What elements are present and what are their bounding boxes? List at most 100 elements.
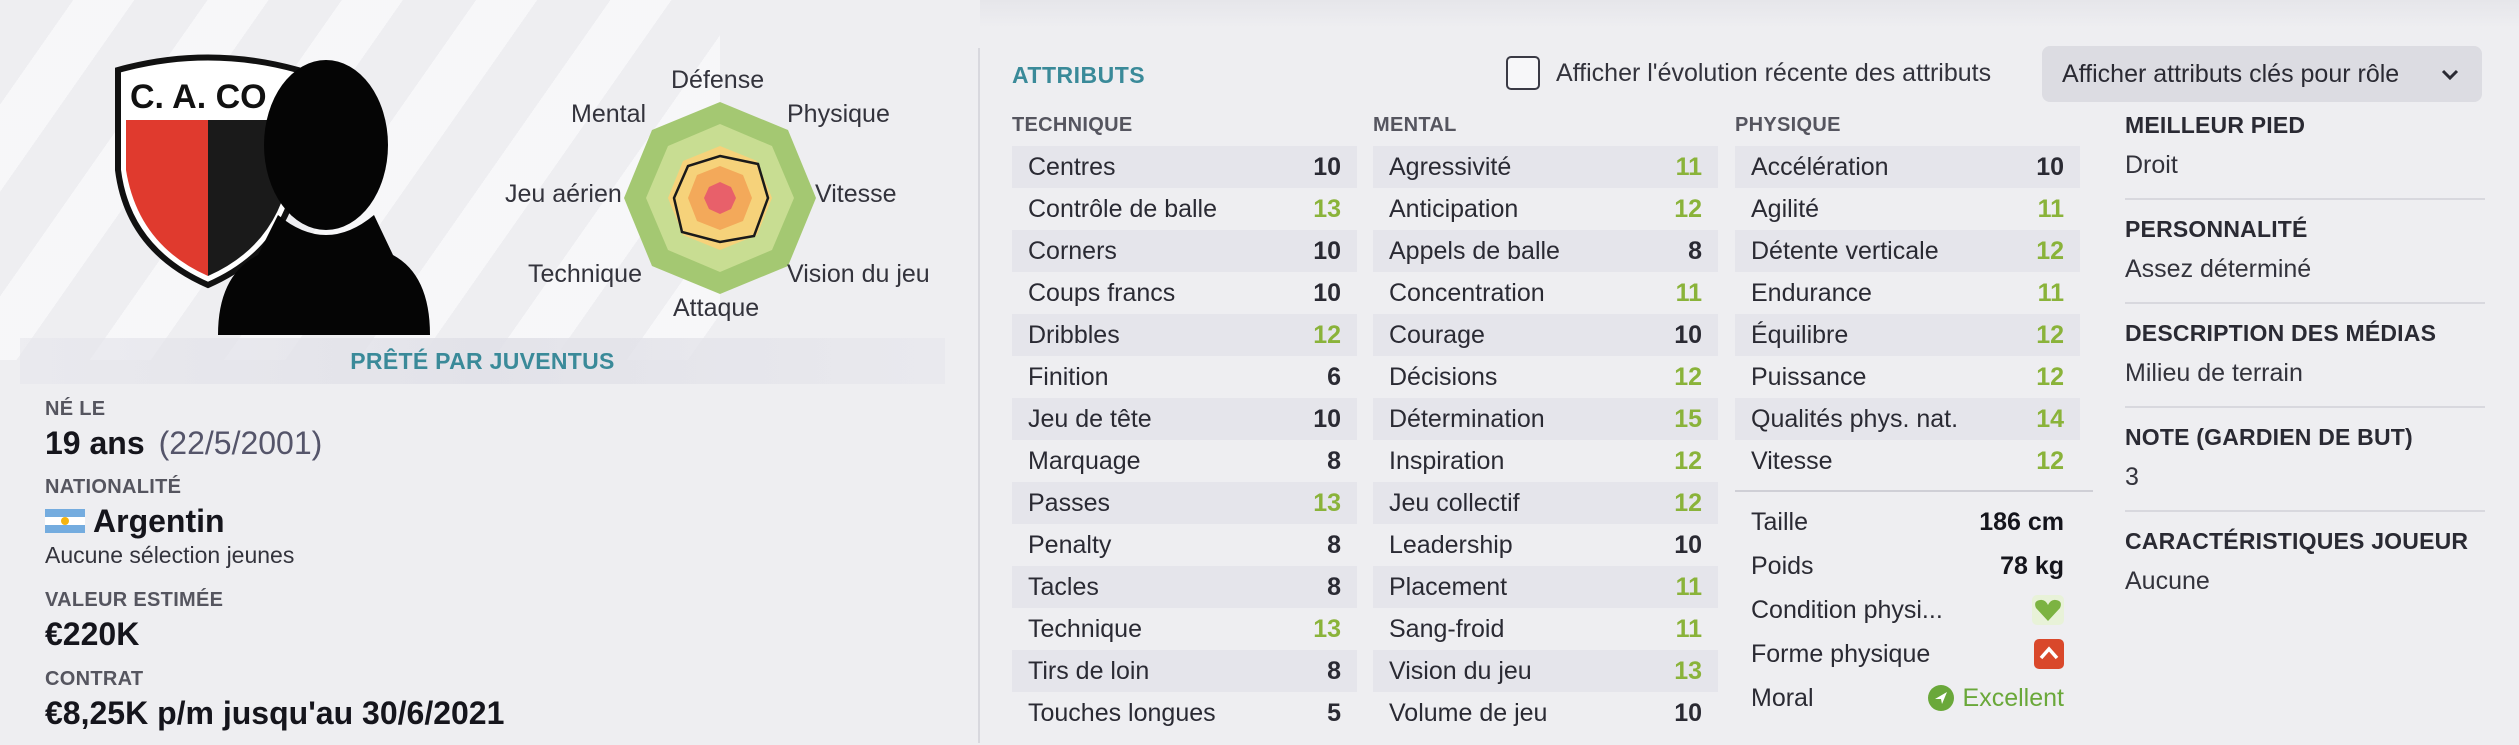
attribute-row[interactable]: Placement 11 <box>1373 566 1718 608</box>
attribute-row[interactable]: Endurance 11 <box>1735 272 2080 314</box>
chevron-down-icon[interactable] <box>2438 62 2462 86</box>
nationality-value[interactable]: Argentin <box>93 503 225 539</box>
attribute-row[interactable]: Centres 10 <box>1012 146 1357 188</box>
attribute-row[interactable]: Volume de jeu 10 <box>1373 692 1718 734</box>
attribute-evolution-toggle[interactable]: Afficher l'évolution récente des attribu… <box>1506 56 1991 90</box>
attribute-name: Leadership <box>1389 530 1513 559</box>
attribute-row[interactable]: Qualités phys. nat. 14 <box>1735 398 2080 440</box>
attribute-row[interactable]: Contrôle de balle 13 <box>1012 188 1357 230</box>
morale-row[interactable]: Moral Excellent <box>1735 676 2080 720</box>
attribute-row[interactable]: Passes 13 <box>1012 482 1357 524</box>
mental-list: Agressivité 11 Anticipation 12 Appels de bal… <box>1373 146 1718 734</box>
attribute-value: 13 <box>1674 656 1702 685</box>
personality-value[interactable]: Assez déterminé <box>2125 255 2312 283</box>
attribute-value: 15 <box>1674 404 1702 433</box>
condition-row[interactable]: Condition physi... <box>1735 588 2080 632</box>
height-row: Taille 186 cm <box>1735 500 2080 544</box>
attribute-value: 10 <box>1313 278 1341 307</box>
form-row[interactable]: Forme physique <box>1735 632 2080 676</box>
evolution-toggle-label[interactable]: Afficher l'évolution récente des attribu… <box>1556 58 1992 87</box>
attribute-row[interactable]: Inspiration 12 <box>1373 440 1718 482</box>
attribute-row[interactable]: Appels de balle 8 <box>1373 230 1718 272</box>
attribute-name: Agressivité <box>1389 152 1512 181</box>
attribute-name: Contrôle de balle <box>1028 194 1218 223</box>
best-foot-value: Droit <box>2125 151 2178 179</box>
attribute-row[interactable]: Sang-froid 11 <box>1373 608 1718 650</box>
attribute-name: Volume de jeu <box>1389 698 1548 727</box>
morale-value: Excellent <box>1962 683 2064 712</box>
attribute-value: 10 <box>1674 320 1702 349</box>
attribute-row[interactable]: Jeu de tête 10 <box>1012 398 1357 440</box>
attribute-value: 10 <box>2036 152 2064 181</box>
youth-caps: Aucune sélection jeunes <box>45 542 295 568</box>
attribute-row[interactable]: Anticipation 12 <box>1373 188 1718 230</box>
attribute-row[interactable]: Tirs de loin 8 <box>1012 650 1357 692</box>
attribute-row[interactable]: Finition 6 <box>1012 356 1357 398</box>
condition-label: Condition physi... <box>1751 595 1943 624</box>
attribute-row[interactable]: Corners 10 <box>1012 230 1357 272</box>
attribute-row[interactable]: Leadership 10 <box>1373 524 1718 566</box>
attribute-row[interactable]: Concentration 11 <box>1373 272 1718 314</box>
radar-label-attaque: Attaque <box>673 294 760 322</box>
role-dropdown-label[interactable]: Afficher attributs clés pour rôle <box>2062 59 2400 88</box>
attribute-row[interactable]: Vitesse 12 <box>1735 440 2080 482</box>
attribute-name: Jeu collectif <box>1389 488 1520 517</box>
media-description: DESCRIPTION DES MÉDIAS Milieu de terrain <box>2125 320 2485 408</box>
attribute-name: Finition <box>1028 362 1109 391</box>
attribute-row[interactable]: Technique 13 <box>1012 608 1357 650</box>
attribute-row[interactable]: Agilité 11 <box>1735 188 2080 230</box>
morale-icon <box>1927 685 1954 711</box>
loan-banner-text[interactable]: PRÊTÉ PAR JUVENTUS <box>350 347 615 374</box>
attribute-row[interactable]: Penalty 8 <box>1012 524 1357 566</box>
dob-value: (22/5/2001) <box>158 425 323 461</box>
attribute-name: Agilité <box>1751 194 1820 223</box>
attribute-row[interactable]: Agressivité 11 <box>1373 146 1718 188</box>
physique-header: PHYSIQUE <box>1735 114 1841 136</box>
player-side-info: MEILLEUR PIED Droit PERSONNALITÉ Assez d… <box>2125 112 2485 630</box>
argentina-flag-icon <box>45 508 85 533</box>
personality-label: PERSONNALITÉ <box>2125 216 2308 242</box>
attribute-row[interactable]: Détermination 15 <box>1373 398 1718 440</box>
attribute-row[interactable]: Coups francs 10 <box>1012 272 1357 314</box>
attribute-row[interactable]: Décisions 12 <box>1373 356 1718 398</box>
role-key-attributes-dropdown[interactable]: Afficher attributs clés pour rôle <box>2042 46 2482 102</box>
radar-label-jeu-aerien: Jeu aérien <box>505 180 622 208</box>
nationality-label: NATIONALITÉ <box>45 476 182 498</box>
attribute-value: 8 <box>1688 236 1702 265</box>
attribute-name: Jeu de tête <box>1028 404 1152 433</box>
born-label: NÉ LE <box>45 398 106 420</box>
attribute-name: Placement <box>1389 572 1508 601</box>
attribute-name: Décisions <box>1389 362 1498 391</box>
attribute-name: Courage <box>1389 320 1485 349</box>
attribute-row[interactable]: Équilibre 12 <box>1735 314 2080 356</box>
attribute-row[interactable]: Jeu collectif 12 <box>1373 482 1718 524</box>
attribute-row[interactable]: Détente verticale 12 <box>1735 230 2080 272</box>
attribute-value: 8 <box>1327 446 1341 475</box>
attribute-row[interactable]: Tacles 8 <box>1012 566 1357 608</box>
attribute-row[interactable]: Touches longues 5 <box>1012 692 1357 734</box>
radar-label-defense: Défense <box>671 66 765 94</box>
contract-label: CONTRAT <box>45 668 144 690</box>
attribute-name: Tacles <box>1028 572 1099 601</box>
attribute-value: 12 <box>2036 446 2064 475</box>
evolution-checkbox[interactable] <box>1506 56 1540 90</box>
vertical-divider <box>978 48 980 743</box>
attribute-row[interactable]: Puissance 12 <box>1735 356 2080 398</box>
attribute-name: Corners <box>1028 236 1117 265</box>
attribute-row[interactable]: Dribbles 12 <box>1012 314 1357 356</box>
attribute-row[interactable]: Marquage 8 <box>1012 440 1357 482</box>
attribute-row[interactable]: Vision du jeu 13 <box>1373 650 1718 692</box>
radar-label-vitesse: Vitesse <box>815 180 897 208</box>
attribute-row[interactable]: Courage 10 <box>1373 314 1718 356</box>
height-label: Taille <box>1751 507 1808 536</box>
attribute-value: 5 <box>1327 698 1341 727</box>
gk-value: 3 <box>2125 463 2139 491</box>
loan-banner: PRÊTÉ PAR JUVENTUS <box>20 338 945 384</box>
attributes-title: ATTRIBUTS <box>1012 62 1146 88</box>
attribute-name: Tirs de loin <box>1028 656 1150 685</box>
attribute-name: Dribbles <box>1028 320 1120 349</box>
attribute-row[interactable]: Accélération 10 <box>1735 146 2080 188</box>
radar-label-mental: Mental <box>571 100 647 128</box>
physical-separator <box>1735 490 2093 492</box>
attribute-value: 13 <box>1313 194 1341 223</box>
